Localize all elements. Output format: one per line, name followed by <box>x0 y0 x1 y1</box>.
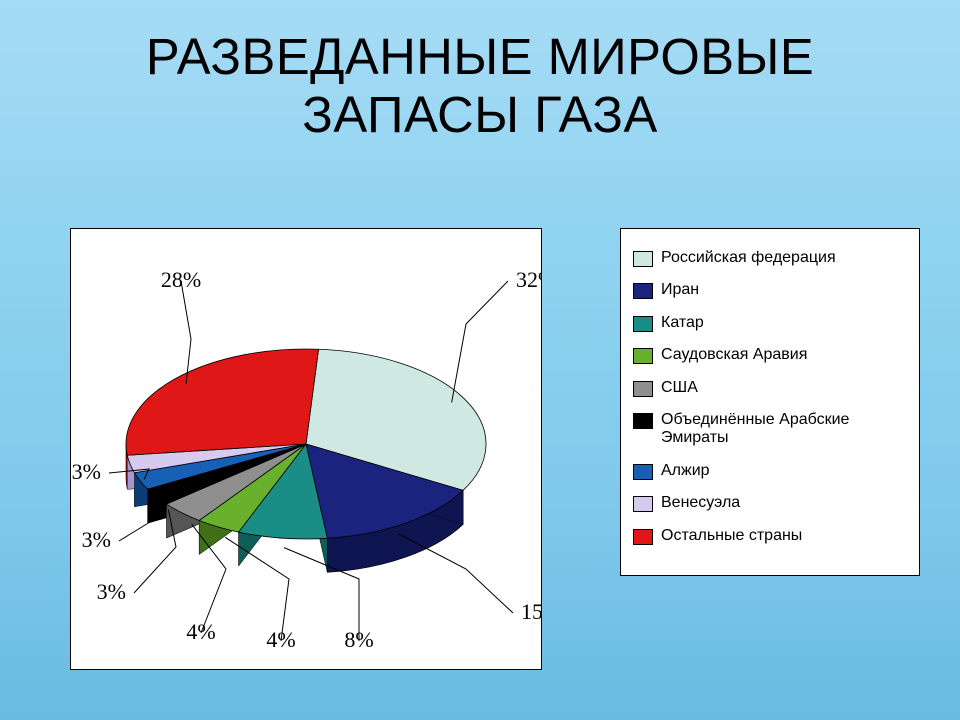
legend-item: Иран <box>633 281 909 299</box>
legend-swatch <box>633 348 653 364</box>
legend-item: США <box>633 379 909 397</box>
pie-chart-svg: 32% 15% 8% 4% 4% 3% 3% 3% 28% <box>71 229 541 669</box>
legend-swatch <box>633 529 653 545</box>
legend-item: Объединённые Арабские Эмираты <box>633 411 909 448</box>
slice-value-label: 4% <box>266 627 295 652</box>
pie-top <box>126 349 486 539</box>
title-line-2: ЗАПАСЫ ГАЗА <box>0 86 960 144</box>
slice-value-label: 4% <box>186 619 215 644</box>
legend-swatch <box>633 251 653 267</box>
slice-value-label: 15% <box>521 599 541 624</box>
legend-item: Венесуэла <box>633 494 909 512</box>
legend-item: Катар <box>633 314 909 332</box>
legend: Российская федерация Иран Катар Саудовская … <box>620 228 920 576</box>
slice-value-label: 3% <box>72 459 101 484</box>
legend-swatch <box>633 496 653 512</box>
legend-label: Катар <box>661 314 704 332</box>
slice-value-label: 8% <box>344 627 373 652</box>
legend-swatch <box>633 413 653 429</box>
title-line-1: РАЗВЕДАННЫЕ МИРОВЫЕ <box>0 28 960 86</box>
legend-label: Иран <box>661 281 699 299</box>
legend-label: Венесуэла <box>661 494 740 512</box>
legend-swatch <box>633 464 653 480</box>
chart-title: РАЗВЕДАННЫЕ МИРОВЫЕ ЗАПАСЫ ГАЗА <box>0 28 960 145</box>
slice-value-label: 32% <box>516 267 541 292</box>
legend-item: Саудовская Аравия <box>633 346 909 364</box>
slice-value-label: 28% <box>161 267 201 292</box>
legend-label: США <box>661 379 698 397</box>
legend-item: Остальные страны <box>633 527 909 545</box>
legend-item: Российская федерация <box>633 249 909 267</box>
legend-swatch <box>633 381 653 397</box>
legend-label: Объединённые Арабские Эмираты <box>661 411 909 448</box>
legend-label: Саудовская Аравия <box>661 346 807 364</box>
legend-label: Российская федерация <box>661 249 836 267</box>
slice-value-label: 3% <box>97 579 126 604</box>
legend-label: Остальные страны <box>661 527 802 545</box>
pie-chart-area: 32% 15% 8% 4% 4% 3% 3% 3% 28% <box>70 228 542 670</box>
legend-item: Алжир <box>633 462 909 480</box>
slice-value-label: 3% <box>82 527 111 552</box>
legend-label: Алжир <box>661 462 710 480</box>
pie-slice <box>126 349 319 455</box>
legend-swatch <box>633 283 653 299</box>
legend-swatch <box>633 316 653 332</box>
